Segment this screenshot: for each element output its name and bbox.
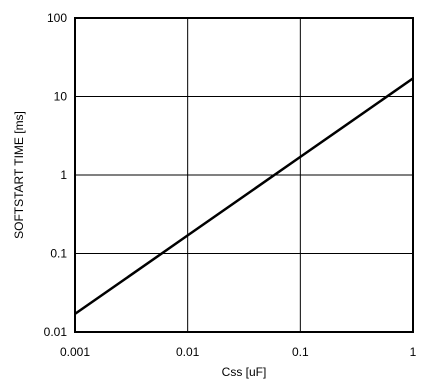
y-tick-label: 0.1 <box>50 247 67 261</box>
y-tick-label: 10 <box>54 90 68 104</box>
series-line-0 <box>74 77 414 315</box>
y-tick-label: 1 <box>60 168 67 182</box>
x-tick-label: 0.001 <box>60 345 90 359</box>
y-axis-label: SOFTSTART TIME [ms] <box>12 111 26 239</box>
y-tick-labels: 0.01 0.1 1 10 100 <box>44 11 68 339</box>
y-tick-label: 100 <box>47 11 67 25</box>
x-tick-label: 0.1 <box>292 345 309 359</box>
x-tick-label: 0.01 <box>176 345 200 359</box>
x-axis-label: Css [uF] <box>222 365 267 379</box>
y-tick-label: 0.01 <box>44 325 68 339</box>
x-tick-labels: 0.001 0.01 0.1 1 <box>60 345 417 359</box>
grid-lines <box>74 17 414 333</box>
plot-frame <box>74 17 414 333</box>
x-tick-label: 1 <box>410 345 417 359</box>
series-group <box>74 77 414 315</box>
